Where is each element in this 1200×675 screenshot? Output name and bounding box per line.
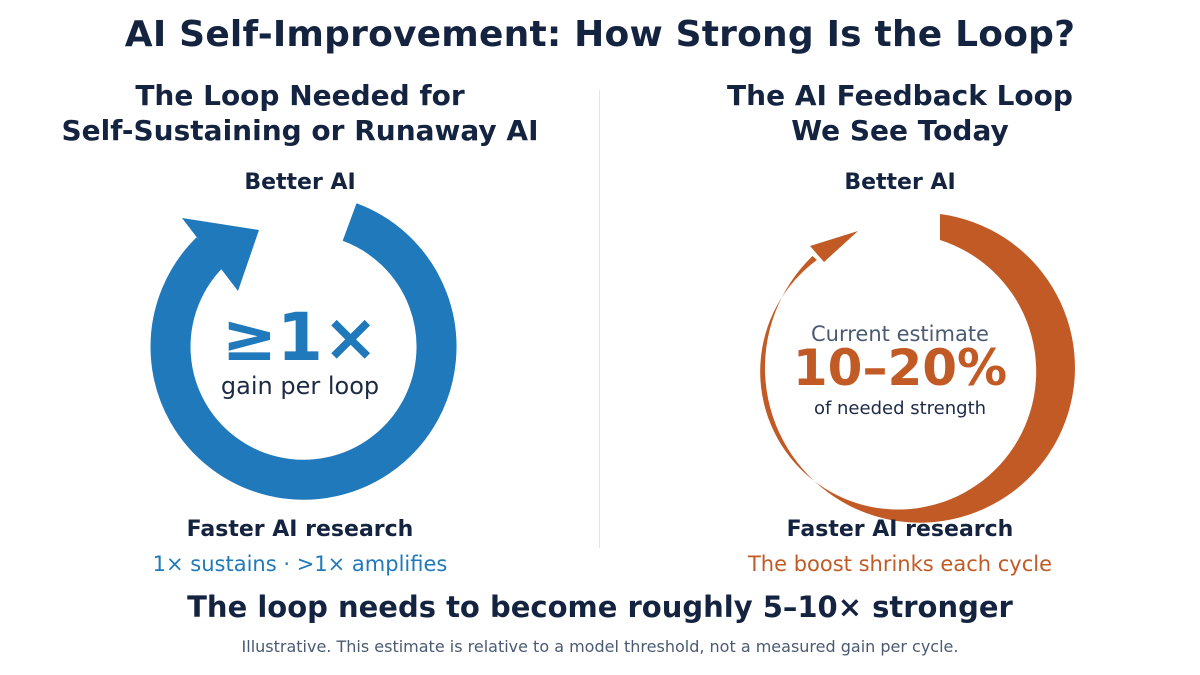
loop-gain-caption: gain per loop	[220, 372, 380, 400]
left-heading-line2: Self-Sustaining or Runaway AI	[61, 114, 539, 147]
right-panel-heading: The AI Feedback Loop We See Today	[600, 78, 1200, 148]
main-title: AI Self-Improvement: How Strong Is the L…	[124, 14, 1076, 55]
strong-loop-arrowhead	[182, 218, 259, 291]
strong-loop-arrow-icon	[150, 203, 457, 500]
right-top-node-label: Better AI	[844, 170, 956, 195]
left-top-node-label: Better AI	[244, 170, 356, 195]
weak-loop-arrow-icon	[760, 214, 1075, 523]
panel-divider	[599, 90, 600, 548]
estimate-caption: of needed strength	[813, 398, 987, 419]
left-panel: The Loop Needed for Self-Sustaining or R…	[0, 78, 600, 576]
loop-gain-value: ≥1×	[221, 299, 379, 376]
footnote-text: Illustrative. This estimate is relative …	[241, 637, 959, 656]
left-sub-caption: 1× sustains · >1× amplifies	[152, 552, 448, 576]
right-panel: The AI Feedback Loop We See Today Better…	[600, 0, 1200, 675]
right-heading-line1: The AI Feedback Loop	[727, 79, 1073, 112]
estimate-value: 10–20%	[792, 339, 1008, 397]
left-heading-line1: The Loop Needed for	[135, 79, 465, 112]
strong-loop-ring	[150, 203, 457, 500]
left-bottom-node-label: Faster AI research	[186, 517, 414, 542]
right-sub-caption: The boost shrinks each cycle	[747, 552, 1052, 576]
weak-loop-arrowhead	[810, 231, 858, 262]
left-panel-heading: The Loop Needed for Self-Sustaining or R…	[0, 78, 600, 148]
right-heading-line2: We See Today	[791, 114, 1009, 147]
conclusion-text: The loop needs to become roughly 5–10× s…	[187, 590, 1013, 624]
estimate-label: Current estimate	[811, 322, 989, 346]
right-bottom-node-label: Faster AI research	[786, 517, 1014, 542]
